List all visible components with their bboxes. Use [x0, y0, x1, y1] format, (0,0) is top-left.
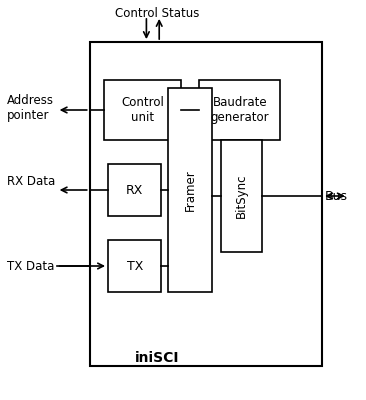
Text: Bus: Bus: [325, 190, 348, 202]
Text: TX: TX: [127, 260, 143, 272]
Text: Address
pointer: Address pointer: [7, 94, 54, 122]
Text: Baudrate
generator: Baudrate generator: [210, 96, 269, 124]
Bar: [108, 240, 161, 292]
Bar: [108, 164, 161, 216]
Text: iniSCI: iniSCI: [135, 351, 180, 365]
Text: Control
unit: Control unit: [121, 96, 164, 124]
Text: Framer: Framer: [184, 169, 197, 211]
Text: Control Status: Control Status: [115, 7, 199, 20]
Text: BitSync: BitSync: [235, 174, 248, 218]
Bar: [199, 80, 280, 140]
Text: TX Data: TX Data: [7, 260, 55, 272]
Text: RX: RX: [126, 184, 143, 196]
Bar: [104, 80, 181, 140]
Text: RX Data: RX Data: [7, 175, 56, 188]
Bar: [221, 140, 262, 252]
Bar: [168, 88, 212, 292]
Bar: [90, 42, 322, 366]
